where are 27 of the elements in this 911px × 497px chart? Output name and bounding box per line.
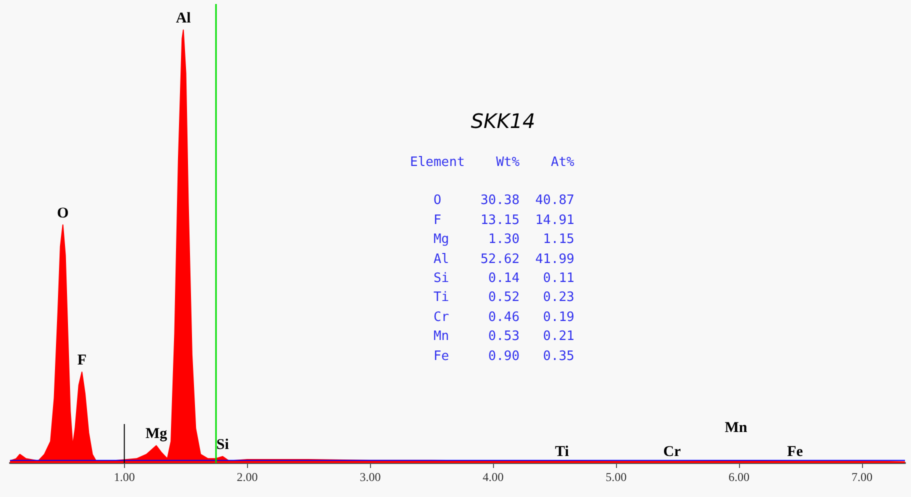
annotation: Cr 0.46 0.19 xyxy=(432,308,574,327)
annotation: Fe 0.90 0.35 xyxy=(432,348,574,366)
annotation: Al xyxy=(176,10,191,26)
annotation: Mn 0.53 0.21 xyxy=(432,328,574,346)
annotation: Fe xyxy=(787,444,804,460)
x-tick-label: 3.00 xyxy=(360,470,381,484)
annotation: Element Wt% At% xyxy=(410,154,574,172)
annotation: Mg 1.30 1.15 xyxy=(432,231,574,250)
x-tick-label: 1.00 xyxy=(114,470,135,484)
annotation: Mg xyxy=(145,426,168,442)
annotation: O 30.38 40.87 xyxy=(432,192,574,210)
annotation: O xyxy=(57,205,69,222)
annotation: Ti 0.52 0.23 xyxy=(432,289,574,308)
annotation: F xyxy=(77,352,87,369)
x-tick-label: 7.00 xyxy=(851,470,872,484)
annotation: Cr xyxy=(663,444,682,460)
annotation: Al 52.62 41.99 xyxy=(432,250,574,269)
x-tick-label: 6.00 xyxy=(728,470,750,484)
x-tick-label: 2.00 xyxy=(236,470,258,484)
x-tick-label: 5.00 xyxy=(606,470,627,484)
x-tick-label: 4.00 xyxy=(482,470,504,484)
annotation: F 13.15 14.91 xyxy=(432,212,574,230)
annotation: Si 0.14 0.11 xyxy=(432,270,574,288)
annotation: Ti xyxy=(555,444,569,460)
annotation: Mn xyxy=(724,420,748,436)
annotation: Si xyxy=(216,437,229,454)
text: SKK14 xyxy=(470,108,536,135)
